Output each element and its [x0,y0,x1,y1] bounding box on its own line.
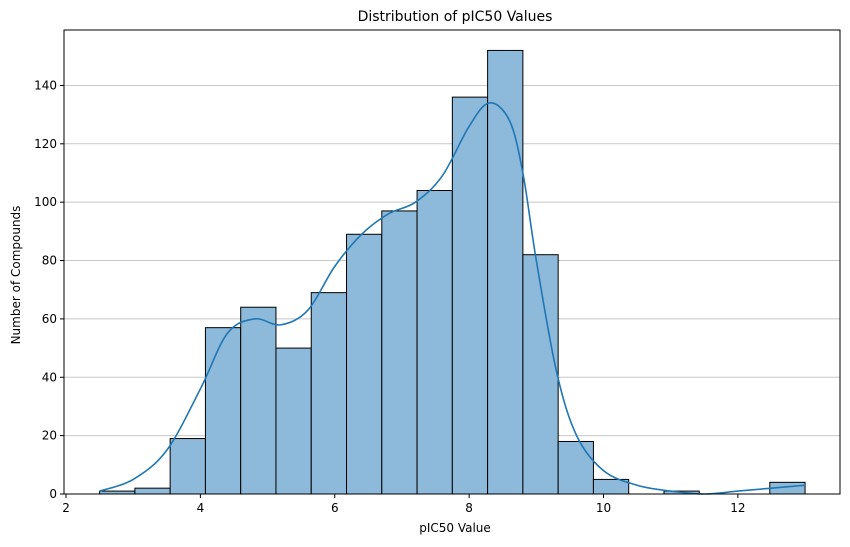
histogram-bar-8 [381,210,418,495]
histogram-bar-1 [134,487,171,495]
histogram-bar-6 [310,292,348,495]
y-tick-label-1: 20 [42,429,57,443]
y-tick-label-6: 120 [34,137,57,151]
x-tick-label-5: 12 [730,501,745,515]
y-axis-ticks: 0 20 40 60 80 100 120 140 [34,78,64,501]
x-axis-ticks: 2 4 6 8 10 12 [62,494,746,515]
y-tick-label-2: 40 [42,370,57,384]
histogram-bar-2 [169,438,206,495]
y-tick-label-4: 80 [42,254,57,268]
y-axis-label: Number of Compounds [9,206,23,345]
y-tick-label-5: 100 [34,195,57,209]
histogram-bars [99,49,806,495]
histogram-bar-11 [487,49,524,495]
histogram-bar-7 [346,233,383,495]
histogram-bar-4 [240,306,277,495]
histogram-bar-10 [451,96,489,495]
x-tick-label-4: 10 [596,501,611,515]
kde-curve [99,102,806,495]
histogram-bar-9 [416,190,453,495]
histogram-bar-5 [275,347,312,495]
y-tick-label-3: 60 [42,312,57,326]
histogram-bar-13 [557,440,594,495]
x-tick-label-2: 6 [331,501,339,515]
x-tick-label-1: 4 [197,501,205,515]
x-tick-label-3: 8 [465,501,473,515]
histogram-bar-3 [204,327,242,495]
plot-frame [63,29,841,495]
histogram-bar-12 [522,254,559,495]
y-tick-label-7: 140 [34,78,57,92]
chart-title: Distribution of pIC50 Values [358,9,553,25]
x-tick-label-0: 2 [62,501,70,515]
x-axis-label: pIC50 Value [419,521,491,535]
y-tick-label-0: 0 [49,487,57,501]
